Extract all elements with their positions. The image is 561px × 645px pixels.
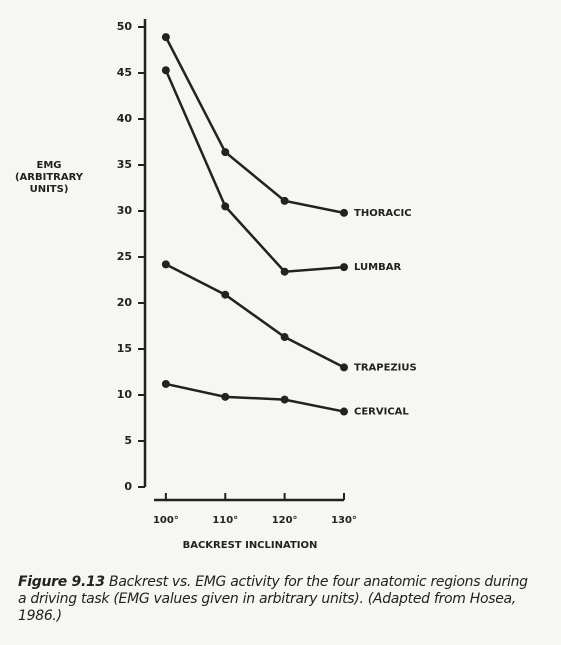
y-tick-label: 15	[117, 342, 132, 355]
point	[340, 208, 348, 217]
caption-label: Figure 9.13	[18, 574, 105, 590]
point	[161, 33, 170, 42]
point	[280, 333, 289, 342]
x-tick-label: 120°	[272, 515, 298, 526]
x-axis-label: BACKREST INCLINATION	[183, 540, 318, 551]
series-line	[164, 36, 345, 215]
point	[221, 290, 230, 299]
point	[340, 363, 348, 372]
y-tick-label: 35	[117, 158, 132, 171]
point	[280, 267, 289, 276]
point	[161, 66, 170, 75]
series-label: TRAPEZIUS	[354, 362, 417, 373]
point	[280, 395, 289, 404]
series-line	[164, 69, 345, 274]
series-label: LUMBAR	[354, 262, 401, 273]
series-label: CERVICAL	[354, 407, 409, 418]
caption: Figure 9.13 Backrest vs. EMG activity fo…	[18, 574, 538, 625]
y-tick-label: 40	[117, 112, 133, 125]
y-tick-label: 0	[124, 480, 132, 493]
y-tick-label: 10	[117, 388, 133, 401]
x-tick-label: 110°	[212, 515, 238, 526]
y-tick-label: 50	[117, 20, 133, 33]
series-label: THORACIC	[354, 208, 412, 219]
y-tick-label: 20	[117, 296, 133, 309]
caption-text: Backrest vs. EMG activity for the four a…	[18, 574, 528, 624]
point	[221, 148, 230, 157]
series-line	[165, 263, 345, 369]
y-axis-label: EMG (ARBITRARY UNITS)	[14, 160, 83, 195]
point	[280, 196, 289, 205]
x-tick-label: 100°	[153, 515, 179, 526]
point	[161, 379, 170, 388]
point	[161, 260, 170, 269]
point	[340, 263, 348, 272]
y-tick-label: 5	[124, 434, 132, 447]
point	[221, 392, 230, 401]
y-tick-label: 45	[117, 66, 132, 79]
point	[221, 202, 230, 211]
series-line	[165, 382, 345, 413]
x-tick-label: 130°	[331, 515, 357, 526]
y-tick-label: 25	[117, 250, 132, 263]
y-tick-label: 30	[117, 204, 133, 217]
point	[340, 407, 348, 416]
